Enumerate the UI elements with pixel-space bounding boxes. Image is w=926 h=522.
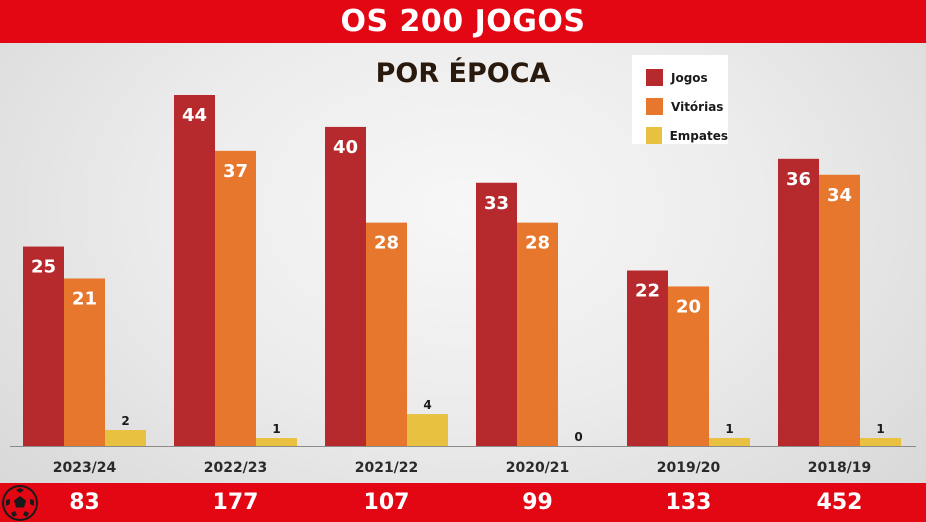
- data-label-vitorias-2019-20: 20: [676, 296, 701, 317]
- legend-label-vitorias: Vitórias: [671, 99, 724, 114]
- totals-band: 83 177 107 99 133 452: [0, 483, 926, 522]
- bar-vitorias-2020-21: [517, 222, 558, 446]
- x-tick-label-2020-21: 2020/21: [506, 460, 570, 476]
- bar-jogos-2019-20: [627, 270, 668, 446]
- data-label-jogos-2019-20: 22: [635, 281, 660, 302]
- bar-vitorias-2018-19: [819, 174, 860, 447]
- bar-vitorias-2022-23: [215, 150, 256, 446]
- data-label-empates-2022-23: 1: [272, 422, 280, 436]
- data-label-jogos-2022-23: 44: [182, 105, 207, 126]
- data-label-vitorias-2021-22: 28: [374, 233, 399, 254]
- bar-chart: 25 21 2 2023/24 44 37 1 2022/23 40 28 4 2021/22 33 28…: [10, 95, 916, 476]
- data-label-vitorias-2020-21: 28: [525, 233, 550, 254]
- total-value-2022-23: 177: [212, 490, 259, 515]
- header-band: OS 200 JOGOS: [0, 0, 926, 43]
- legend-item-empates: Empates: [646, 121, 728, 150]
- bar-vitorias-2019-20: [668, 286, 709, 446]
- legend-swatch-vitorias: [646, 98, 663, 115]
- data-label-jogos-2023-24: 25: [31, 257, 56, 278]
- x-tick-label-2021-22: 2021/22: [355, 460, 419, 476]
- data-label-empates-2020-21: 0: [574, 430, 582, 444]
- bar-jogos-2020-21: [476, 182, 517, 446]
- bar-jogos-2021-22: [325, 126, 366, 446]
- bar-vitorias-2023-24: [64, 278, 105, 446]
- bar-jogos-2023-24: [23, 246, 64, 446]
- bar-jogos-2022-23: [174, 95, 215, 446]
- legend-label-jogos: Jogos: [671, 70, 708, 85]
- bar-empates-2018-19: [860, 438, 901, 446]
- total-value-2021-22: 107: [363, 490, 410, 515]
- data-label-vitorias-2018-19: 34: [827, 185, 852, 206]
- total-value-2020-21: 99: [522, 490, 553, 515]
- data-label-jogos-2018-19: 36: [786, 169, 811, 190]
- data-label-vitorias-2022-23: 37: [223, 161, 248, 182]
- data-label-empates-2023-24: 2: [121, 414, 129, 428]
- data-label-jogos-2021-22: 40: [333, 137, 358, 158]
- data-label-empates-2018-19: 1: [876, 422, 884, 436]
- x-tick-label-2023-24: 2023/24: [53, 460, 117, 476]
- legend-swatch-jogos: [646, 69, 663, 86]
- total-value-2023-24: 83: [69, 490, 100, 515]
- page-title: OS 200 JOGOS: [340, 4, 586, 39]
- legend-item-jogos: Jogos: [646, 63, 728, 92]
- data-label-empates-2021-22: 4: [423, 398, 431, 412]
- data-label-empates-2019-20: 1: [725, 422, 733, 436]
- x-tick-label-2019-20: 2019/20: [657, 460, 721, 476]
- data-label-jogos-2020-21: 33: [484, 193, 509, 214]
- x-tick-label-2022-23: 2022/23: [204, 460, 268, 476]
- bar-empates-2022-23: [256, 438, 297, 446]
- bar-empates-2023-24: [105, 430, 146, 446]
- legend-swatch-empates: [646, 127, 662, 144]
- chart-title: POR ÉPOCA: [375, 58, 551, 89]
- x-tick-label-2018-19: 2018/19: [808, 460, 872, 476]
- bar-jogos-2018-19: [778, 158, 819, 446]
- total-value-2018-19: 452: [816, 490, 863, 515]
- bar-vitorias-2021-22: [366, 222, 407, 446]
- chart-legend: Jogos Vitórias Empates: [632, 55, 728, 144]
- legend-item-vitorias: Vitórias: [646, 92, 728, 121]
- football-icon: [2, 485, 38, 521]
- total-value-2019-20: 133: [665, 490, 712, 515]
- bar-empates-2019-20: [709, 438, 750, 446]
- data-label-vitorias-2023-24: 21: [72, 288, 97, 309]
- bar-empates-2021-22: [407, 414, 448, 446]
- legend-label-empates: Empates: [669, 128, 728, 143]
